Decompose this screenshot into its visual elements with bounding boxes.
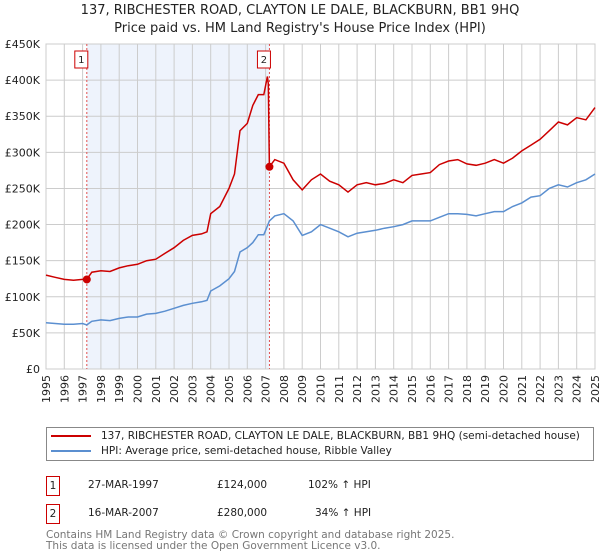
footer: Contains HM Land Registry data © Crown c…: [46, 530, 454, 552]
x-tick-label: 2022: [534, 375, 547, 403]
legend: 137, RIBCHESTER ROAD, CLAYTON LE DALE, B…: [46, 427, 594, 461]
x-tick-label: 2001: [150, 375, 163, 403]
x-tick-label: 2005: [223, 375, 236, 403]
x-tick-label: 1995: [40, 375, 53, 403]
sale-date: 16-MAR-2007: [88, 507, 159, 519]
footer-line: Contains HM Land Registry data © Crown c…: [46, 529, 455, 541]
sale-flag-box: [256, 50, 271, 69]
y-tick-label: £250K: [5, 182, 41, 195]
sale-price: £124,000: [217, 479, 268, 491]
y-tick-label: £50K: [12, 327, 41, 340]
y-tick-label: £100K: [5, 291, 41, 304]
legend-label: 137, RIBCHESTER ROAD, CLAYTON LE DALE, B…: [101, 430, 580, 442]
sale-hpi: 102% ↑ HPI: [308, 479, 371, 491]
x-tick-label: 1999: [113, 375, 126, 403]
x-tick-label: 2014: [388, 375, 401, 403]
x-tick-label: 2000: [132, 375, 145, 403]
sale-point: [265, 162, 274, 171]
x-tick-label: 2020: [498, 375, 511, 403]
chart-subtitle: Price paid vs. HM Land Registry's House …: [114, 21, 486, 36]
x-tick-label: 2004: [205, 375, 218, 403]
x-tick-label: 2003: [186, 375, 199, 403]
sale-flag-box: [74, 50, 89, 69]
legend-item-hpi: HPI: Average price, semi-detached house,…: [51, 445, 392, 457]
sale-marker-box: 1: [46, 476, 60, 496]
chart-title: 137, RIBCHESTER ROAD, CLAYTON LE DALE, B…: [80, 3, 520, 18]
legend-label: HPI: Average price, semi-detached house,…: [101, 445, 392, 457]
property-price-line: [45, 76, 596, 281]
y-tick-label: £200K: [5, 219, 41, 232]
x-tick-label: 2011: [333, 375, 346, 403]
sale-hpi: 34% ↑ HPI: [315, 507, 372, 519]
legend-item-property: 137, RIBCHESTER ROAD, CLAYTON LE DALE, B…: [51, 430, 580, 442]
plot-border: [45, 43, 596, 370]
x-tick-label: 2002: [168, 375, 181, 403]
ownership-band: [86, 44, 270, 369]
sale-flag-label: 2: [261, 55, 267, 66]
x-tick-label: 2023: [552, 375, 565, 403]
x-tick-label: 2016: [424, 375, 437, 403]
sale-marker-box: 2: [46, 504, 60, 524]
x-tick-label: 2024: [571, 375, 584, 403]
x-tick-label: 1997: [77, 375, 90, 403]
sale-price: £280,000: [217, 507, 268, 519]
x-tick-label: 2021: [516, 375, 529, 403]
legend-swatch-blue: [51, 450, 91, 452]
x-tick-label: 2017: [443, 375, 456, 403]
legend-swatch-red: [51, 435, 91, 437]
footer-line: This data is licensed under the Open Gov…: [46, 540, 381, 552]
x-tick-label: 2009: [296, 375, 309, 403]
x-tick-label: 2007: [260, 375, 273, 403]
x-tick-label: 2013: [369, 375, 382, 403]
y-tick-label: £450K: [5, 38, 41, 51]
sale-point: [82, 275, 91, 284]
x-tick-label: 2006: [241, 375, 254, 403]
x-tick-label: 1996: [58, 375, 71, 403]
y-tick-label: £350K: [5, 110, 41, 123]
sale-flag-label: 1: [78, 55, 84, 66]
y-tick-label: £400K: [5, 74, 41, 87]
sale-date: 27-MAR-1997: [88, 479, 159, 491]
y-tick-label: £150K: [5, 255, 41, 268]
x-tick-label: 2018: [461, 375, 474, 403]
x-tick-label: 2019: [479, 375, 492, 403]
x-tick-label: 2010: [315, 375, 328, 403]
y-tick-label: £0: [26, 363, 40, 376]
plot-area: 1995 1996 1997 1998 1999 2000 2001 2002 2003 2004…: [5, 38, 600, 403]
x-tick-label: 2015: [406, 375, 419, 403]
hpi-line: [45, 173, 596, 326]
x-tick-label: 2008: [278, 375, 291, 403]
x-tick-label: 1998: [95, 375, 108, 403]
y-tick-label: £300K: [5, 146, 41, 159]
x-tick-label: 2025: [589, 375, 600, 403]
x-tick-label: 2012: [351, 375, 364, 403]
